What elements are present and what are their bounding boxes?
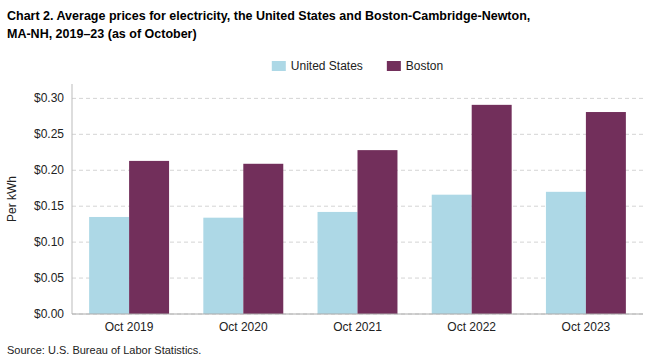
chart-container: Chart 2. Average prices for electricity,…	[0, 0, 661, 360]
y-tick-label: $0.10	[34, 235, 64, 249]
x-axis: Oct 2019 Oct 2020 Oct 2021 Oct 2022 Oct 2023	[72, 314, 643, 334]
y-tick-label: $0.25	[34, 127, 64, 141]
grid	[72, 98, 643, 314]
source: Source: U.S. Bureau of Labor Statistics.	[7, 344, 201, 356]
title: Chart 2. Average prices for electricity,…	[7, 9, 530, 23]
legend-label: Boston	[406, 59, 443, 73]
bar	[203, 218, 243, 314]
subtitle: MA-NH, 2019–23 (as of October)	[7, 27, 197, 41]
y-tick-label: $0.30	[34, 91, 64, 105]
bar	[243, 164, 283, 314]
x-tick-label: Oct 2019	[105, 320, 154, 334]
y-tick-label: $0.15	[34, 199, 64, 213]
x-tick-label: Oct 2020	[219, 320, 268, 334]
bars	[89, 105, 626, 314]
bar	[318, 212, 358, 314]
bar	[89, 217, 129, 314]
y-axis-label: Per kWh	[5, 176, 19, 222]
legend-label: United States	[291, 59, 363, 73]
bar	[546, 192, 586, 314]
bar	[432, 195, 472, 314]
legend: United States Boston	[272, 59, 443, 73]
legend-swatch	[387, 61, 401, 71]
chart: Chart 2. Average prices for electricity,…	[0, 0, 661, 360]
x-axis-line	[72, 314, 643, 315]
bar	[358, 150, 398, 314]
y-tick-label: $0.20	[34, 163, 64, 177]
legend-swatch	[272, 61, 286, 71]
bar	[586, 112, 626, 314]
legend-item: United States	[272, 59, 363, 73]
y-tick-label: $0.05	[34, 271, 64, 285]
legend-item: Boston	[387, 59, 443, 73]
bar	[129, 161, 169, 314]
grid-line	[72, 134, 643, 135]
bar	[472, 105, 512, 314]
grid-line	[72, 98, 643, 99]
grid-line	[72, 314, 643, 315]
x-tick-label: Oct 2021	[333, 320, 382, 334]
y-axis-line	[72, 84, 73, 314]
y-tick-label: $0.00	[34, 307, 64, 321]
y-axis: $0.00 $0.05 $0.10 $0.15 $0.20 $0.25 $0.30	[34, 84, 72, 321]
x-tick-label: Oct 2022	[447, 320, 496, 334]
x-tick-label: Oct 2023	[562, 320, 611, 334]
